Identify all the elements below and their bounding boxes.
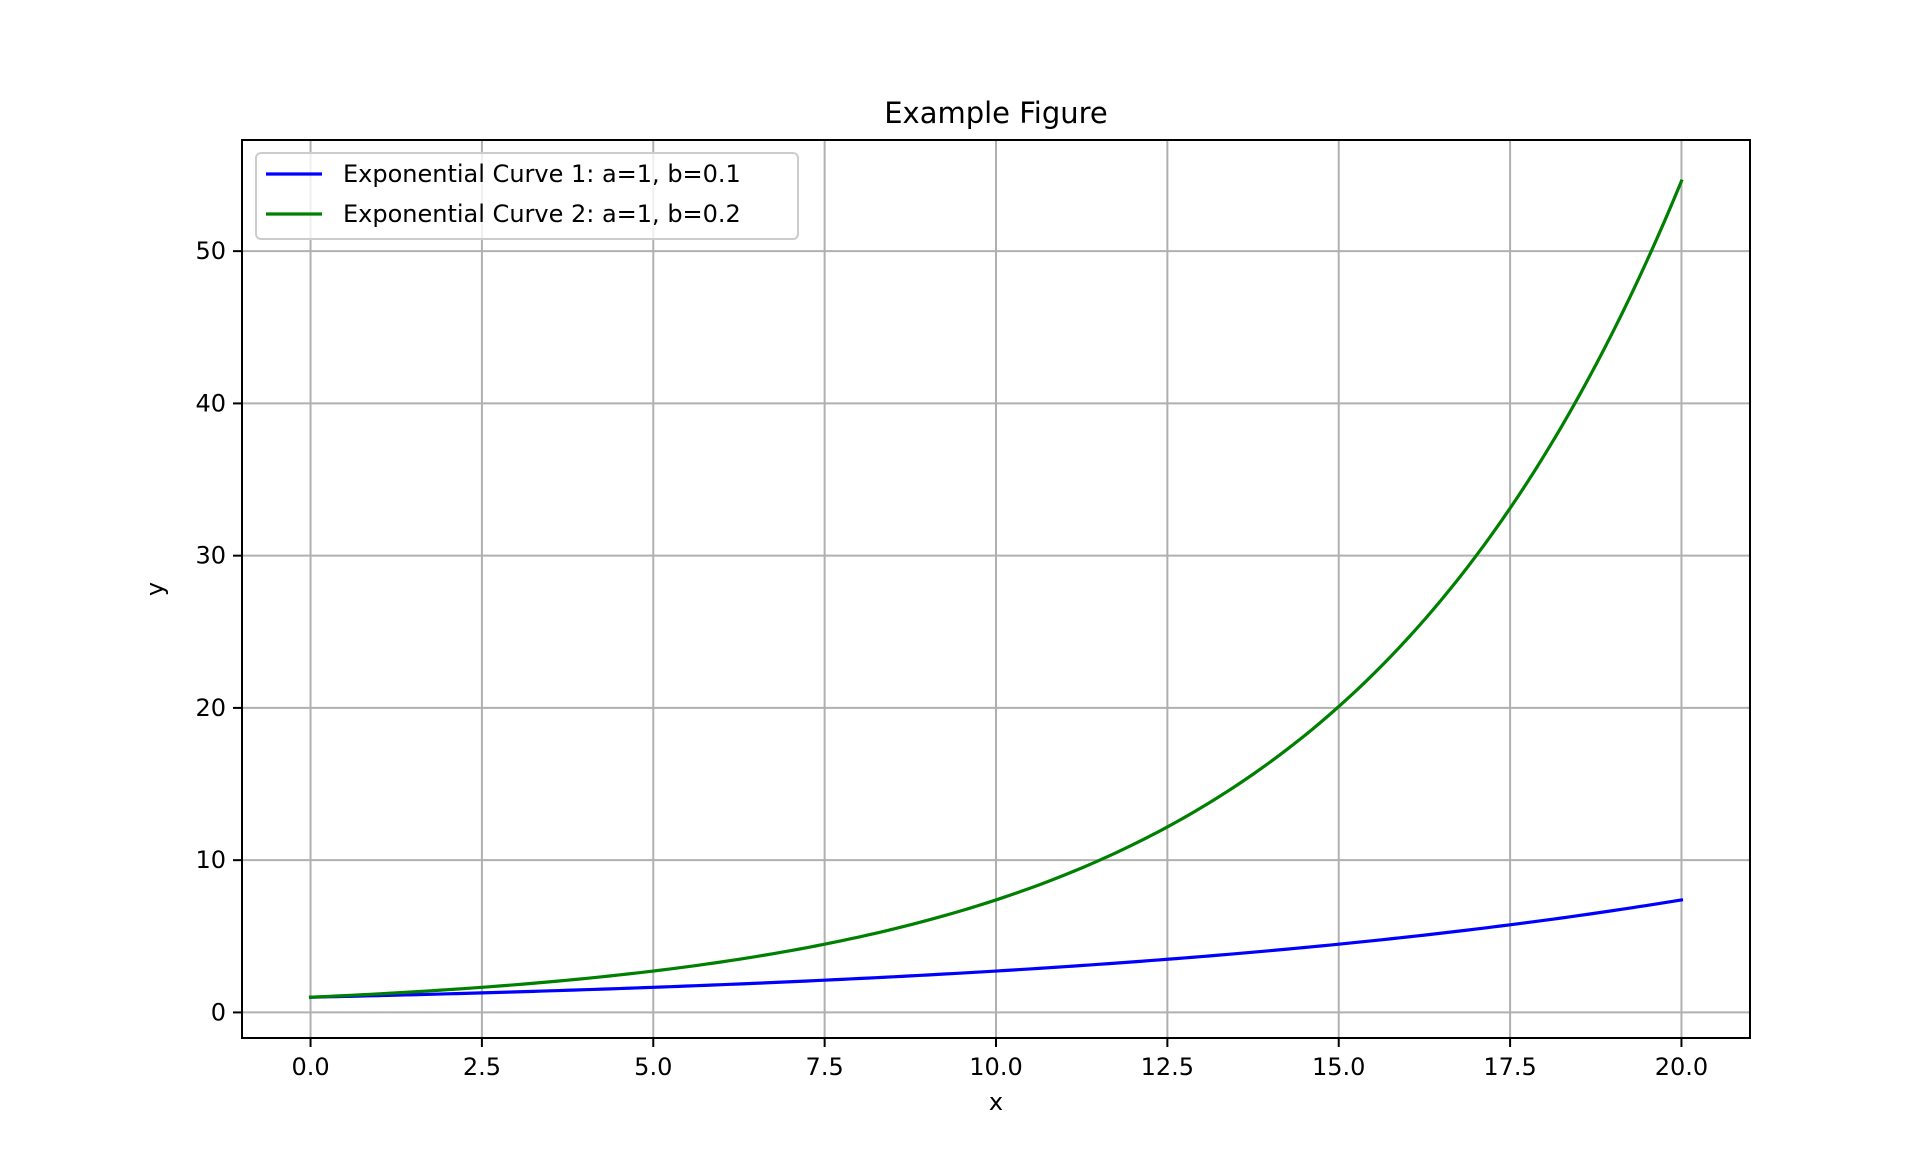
y-tick-label: 0 (211, 998, 226, 1026)
x-axis: 0.0 2.5 5.0 7.5 10.0 12.5 15.0 17.5 20.0 (291, 1038, 1708, 1081)
y-tick-label: 50 (195, 237, 226, 265)
x-tick-label: 2.5 (463, 1053, 501, 1081)
chart-title: Example Figure (884, 96, 1108, 130)
series-line-2 (308, 179, 1684, 999)
x-axis-label: x (989, 1088, 1003, 1116)
x-tick-label: 12.5 (1141, 1053, 1194, 1081)
y-axis: 0 10 20 30 40 50 (195, 237, 242, 1026)
x-tick-label: 5.0 (634, 1053, 672, 1081)
legend-box (255, 152, 799, 240)
series-line-1 (308, 898, 1684, 999)
y-tick-label: 40 (195, 389, 226, 417)
x-tick-label: 7.5 (806, 1053, 844, 1081)
x-tick-label: 15.0 (1312, 1053, 1365, 1081)
y-tick-label: 30 (195, 542, 226, 570)
legend-label-2: Exponential Curve 2: a=1, b=0.2 (343, 200, 741, 228)
x-tick-label: 10.0 (969, 1053, 1022, 1081)
x-tick-label: 0.0 (291, 1053, 329, 1081)
legend-label-1: Exponential Curve 1: a=1, b=0.1 (343, 160, 741, 188)
series-layer (308, 179, 1684, 999)
x-tick-label: 17.5 (1483, 1053, 1536, 1081)
y-tick-label: 20 (195, 694, 226, 722)
y-tick-label: 10 (195, 846, 226, 874)
legend: Exponential Curve 1: a=1, b=0.1 Exponenti… (255, 152, 799, 240)
x-tick-label: 20.0 (1655, 1053, 1708, 1081)
y-axis-label: y (141, 582, 169, 596)
grid (242, 140, 1750, 1038)
